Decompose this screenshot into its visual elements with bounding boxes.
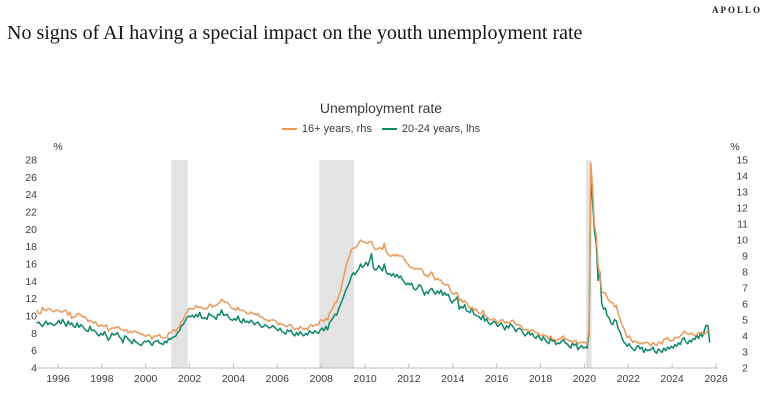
page-title: No signs of AI having a special impact o… <box>7 22 583 44</box>
recession-band <box>319 160 355 368</box>
right-tick-label: 5 <box>742 315 748 327</box>
left-tick-label: 16 <box>25 259 37 271</box>
left-tick-label: 6 <box>31 345 37 357</box>
x-tick-label: 2018 <box>529 373 553 385</box>
x-tick-label: 2000 <box>134 373 158 385</box>
recession-band <box>171 160 188 368</box>
left-tick-label: 28 <box>25 155 37 167</box>
chart-legend: 16+ years, rhs 20-24 years, lhs <box>36 123 726 135</box>
legend-label-20-24: 20-24 years, lhs <box>401 123 481 135</box>
right-axis-unit: % <box>730 141 739 153</box>
legend-line-20-24-icon <box>381 128 397 130</box>
x-tick-label: 2016 <box>485 373 509 385</box>
right-tick-label: 2 <box>742 363 748 375</box>
left-axis-unit: % <box>53 141 62 153</box>
left-tick-label: 20 <box>25 224 37 236</box>
series-line-20-24 <box>36 179 711 355</box>
left-tick-label: 12 <box>25 293 37 305</box>
right-tick-label: 8 <box>742 267 748 279</box>
right-tick-label: 15 <box>736 155 748 167</box>
legend-item-20-24: 20-24 years, lhs <box>381 123 481 135</box>
right-tick-label: 10 <box>736 235 748 247</box>
left-tick-label: 26 <box>25 172 37 184</box>
legend-label-16plus: 16+ years, rhs <box>301 123 372 135</box>
apollo-logo: APOLLO <box>711 5 762 15</box>
x-tick-label: 2002 <box>178 373 202 385</box>
left-tick-label: 22 <box>25 207 37 219</box>
x-tick-label: 2026 <box>704 373 728 385</box>
x-tick-label: 2010 <box>353 373 377 385</box>
left-tick-label: 18 <box>25 241 37 253</box>
right-tick-label: 11 <box>737 219 748 231</box>
x-tick-label: 2020 <box>573 373 597 385</box>
x-tick-label: 2006 <box>266 373 290 385</box>
left-tick-label: 24 <box>25 189 37 201</box>
legend-line-16plus-icon <box>281 128 297 130</box>
series-line-16plus <box>36 162 711 347</box>
x-tick-label: 1996 <box>46 373 70 385</box>
chart-title: Unemployment rate <box>319 100 443 116</box>
x-tick-label: 2024 <box>660 373 684 385</box>
right-tick-label: 9 <box>742 251 748 263</box>
x-tick-label: 2008 <box>310 373 334 385</box>
right-tick-label: 12 <box>736 203 748 215</box>
x-tick-label: 2022 <box>617 373 641 385</box>
left-tick-label: 8 <box>31 328 37 340</box>
right-tick-label: 13 <box>736 187 748 199</box>
right-tick-label: 6 <box>742 299 748 311</box>
x-tick-label: 1998 <box>90 373 114 385</box>
left-tick-label: 14 <box>25 276 37 288</box>
left-tick-label: 10 <box>25 311 37 323</box>
x-tick-label: 2004 <box>222 373 246 385</box>
x-tick-label: 2014 <box>441 373 465 385</box>
legend-item-16plus: 16+ years, rhs <box>281 123 372 135</box>
recession-band <box>586 160 592 368</box>
right-tick-label: 4 <box>742 331 748 343</box>
x-tick-label: 2012 <box>397 373 421 385</box>
right-tick-label: 7 <box>742 283 748 295</box>
left-tick-label: 4 <box>31 363 37 375</box>
right-tick-label: 14 <box>736 171 748 183</box>
right-tick-label: 3 <box>742 347 748 359</box>
